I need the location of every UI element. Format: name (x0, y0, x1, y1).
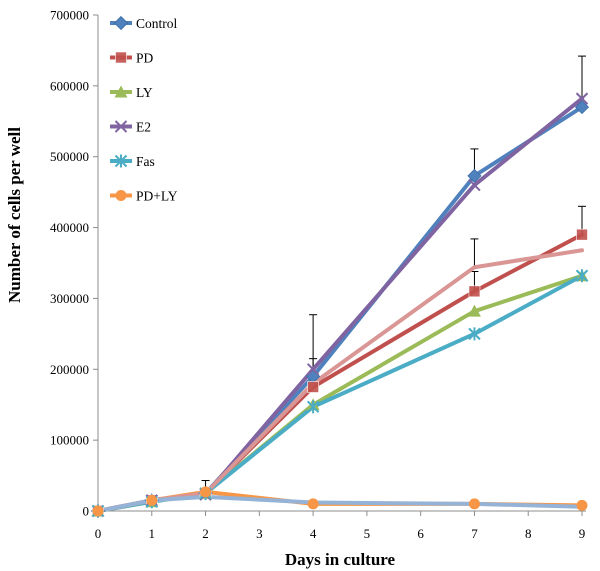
y-tick-label: 700000 (50, 8, 89, 23)
y-tick-label: 0 (83, 504, 90, 519)
legend-label: Control (136, 16, 178, 31)
pd-point (307, 381, 319, 393)
legend-marker (113, 15, 129, 31)
legend-label: Fas (136, 154, 155, 169)
e2-error-bar (578, 55, 586, 99)
legend-label: PD (136, 51, 154, 66)
series-8-line (96, 494, 584, 513)
e2-point (468, 178, 481, 192)
legend-item-pd: PD (110, 51, 154, 66)
tick-marks (93, 14, 583, 516)
axes (97, 15, 586, 512)
y-tick-label: 200000 (50, 362, 89, 377)
legend-label: LY (136, 85, 153, 100)
ly-point (467, 304, 481, 317)
legend-marker (114, 154, 128, 168)
legend-marker (114, 85, 128, 98)
legend-marker (115, 190, 127, 201)
pd-point (468, 285, 481, 298)
e2-line (96, 96, 584, 513)
fas-point (306, 400, 320, 414)
legend: Control PD LY E2 Fas PD+LY (110, 15, 178, 204)
x-tick-label: 6 (417, 526, 424, 541)
series-markers (90, 92, 590, 519)
control-line (96, 105, 584, 513)
legend-item-e2: E2 (110, 120, 151, 135)
x-axis-title: Days in culture (285, 550, 396, 569)
y-axis-title: Number of cells per well (5, 127, 24, 303)
x-tick-label: 7 (471, 526, 478, 541)
pd-line (96, 232, 584, 513)
y-tick-label: 600000 (50, 78, 89, 93)
control-point (467, 168, 482, 183)
y-tick-label: 500000 (50, 149, 89, 164)
pd-ly-point (307, 498, 319, 510)
x-tick-label: 9 (579, 526, 586, 541)
tick-labels: 0 100000 200000 300000 400000 500000 600000 700… (50, 8, 585, 542)
legend-marker (114, 120, 128, 133)
legend-label: PD+LY (136, 189, 178, 204)
error-bars (201, 55, 586, 495)
series-7-error-bar (470, 238, 479, 268)
legend-label: E2 (136, 120, 151, 135)
x-tick-label: 5 (364, 526, 371, 541)
fas-line (96, 273, 584, 513)
legend-item-pd-ly: PD+LY (110, 189, 178, 204)
e2-point (575, 92, 589, 105)
x-tick-label: 0 (95, 526, 102, 541)
x-tick-label: 2 (202, 526, 209, 541)
control-point (574, 100, 590, 115)
pd-ly-point (92, 505, 104, 517)
x-tick-label: 3 (256, 526, 263, 541)
series-lines (96, 96, 584, 513)
pd-ly-point (200, 486, 212, 498)
pd-ly-point (146, 494, 158, 506)
pd-ly-point (468, 498, 480, 510)
legend-item-ly: LY (110, 85, 153, 100)
fas-point (575, 269, 589, 283)
y-tick-label: 400000 (50, 220, 89, 235)
series-7-line (96, 248, 584, 513)
y-tick-label: 300000 (50, 291, 89, 306)
e2-point (306, 363, 320, 376)
pd-point (576, 228, 588, 241)
e2-error-bar (309, 314, 318, 370)
legend-item-fas: Fas (110, 154, 155, 169)
x-tick-label: 4 (310, 526, 317, 541)
x-tick-label: 1 (149, 526, 156, 541)
legend-marker (115, 51, 127, 64)
x-tick-label: 8 (525, 526, 532, 541)
y-tick-label: 100000 (50, 433, 89, 448)
legend-item-control: Control (110, 15, 178, 31)
pd-ly-point (576, 499, 588, 511)
fas-point (468, 327, 481, 341)
